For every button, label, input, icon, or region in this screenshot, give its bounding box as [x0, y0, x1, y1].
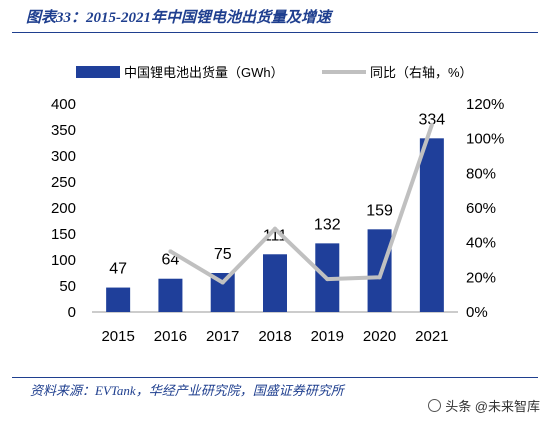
watermark-text: 头条 @未来智库	[445, 399, 540, 414]
left-axis-ticks: 0 50 100 150 200 250 300 350 400	[51, 96, 76, 321]
data-label-background	[361, 199, 398, 220]
right-tick-label: 100%	[466, 131, 504, 148]
x-tick-label: 2018	[258, 328, 291, 345]
right-tick-label: 80%	[466, 165, 496, 182]
legend-bar-label: 中国锂电池出货量（GWh）	[124, 65, 284, 80]
data-label-background	[413, 108, 450, 129]
bar	[367, 229, 392, 312]
right-tick-label: 20%	[466, 269, 496, 286]
growth-point	[325, 277, 330, 282]
growth-point	[273, 226, 277, 231]
lithium-battery-chart: 中国锂电池出货量（GWh） 同比（右轴，%） 0 50 100 150 200 250 30…	[51, 65, 504, 345]
growth-point	[377, 275, 382, 280]
growth-point	[168, 249, 173, 254]
data-label: 111	[263, 227, 287, 244]
right-tick-label: 60%	[466, 200, 496, 217]
x-tick-label: 2015	[101, 328, 134, 345]
left-tick-label: 400	[51, 96, 76, 113]
growth-line	[169, 124, 434, 285]
x-axis-ticks: 2015 2016 2017 2018 2019 2020 2021	[101, 328, 448, 345]
bar-series	[106, 138, 444, 312]
x-tick-label: 2019	[311, 328, 344, 345]
data-label: 334	[419, 111, 446, 128]
legend: 中国锂电池出货量（GWh） 同比（右轴，%）	[76, 65, 473, 80]
data-label-background	[204, 243, 241, 263]
data-label: 159	[366, 202, 393, 219]
source-divider	[12, 377, 538, 378]
bar	[158, 278, 183, 312]
legend-line-label: 同比（右轴，%）	[370, 65, 473, 80]
x-tick-label: 2017	[206, 328, 239, 345]
right-tick-label: 40%	[466, 235, 496, 252]
figure-title: 图表33：2015-2021年中国锂电池出货量及增速	[26, 10, 331, 26]
x-tick-label: 2020	[363, 328, 396, 345]
source-note: 资料来源：EVTank，华经产业研究院，国盛证券研究所	[30, 383, 344, 398]
right-tick-label: 0%	[466, 304, 488, 321]
growth-point	[220, 280, 225, 285]
data-label: 47	[109, 261, 127, 278]
left-tick-label: 350	[51, 122, 76, 139]
title-divider	[12, 32, 538, 33]
left-tick-label: 250	[51, 174, 76, 191]
data-label-background	[100, 257, 137, 278]
right-tick-label: 120%	[466, 96, 504, 113]
right-axis-ticks: 0% 20% 40% 60% 80% 100% 120%	[466, 96, 504, 321]
left-tick-label: 0	[68, 304, 76, 321]
bar	[263, 254, 287, 312]
line-series	[168, 122, 434, 285]
left-tick-label: 300	[51, 148, 76, 165]
x-tick-label: 2021	[415, 328, 448, 345]
data-label-background	[309, 213, 346, 234]
bar	[419, 138, 444, 312]
data-label: 75	[214, 246, 232, 263]
growth-point	[429, 122, 434, 127]
legend-bar-swatch	[76, 66, 120, 78]
x-tick-label: 2016	[154, 328, 187, 345]
watermark-logo-icon	[428, 399, 442, 412]
left-tick-label: 150	[51, 226, 76, 243]
left-tick-label: 100	[51, 252, 76, 269]
data-label-background	[152, 248, 189, 269]
watermark: 头条 @未来智库	[428, 396, 540, 415]
left-tick-label: 200	[51, 200, 76, 217]
data-label: 132	[314, 216, 341, 233]
left-tick-label: 50	[59, 278, 76, 295]
bar	[106, 287, 131, 312]
